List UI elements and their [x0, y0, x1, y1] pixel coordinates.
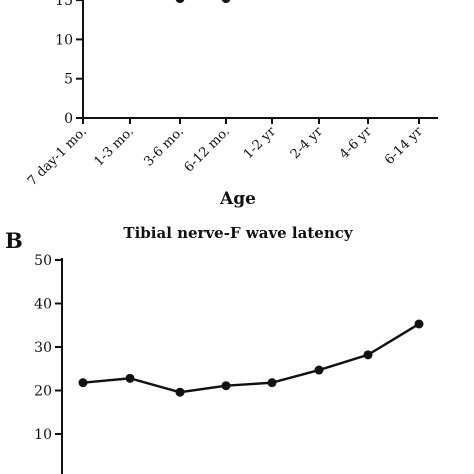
chart-b-y-tick-label: 10 [34, 427, 52, 443]
chart-a-x-tick-label: 3-6 mo. [141, 124, 186, 169]
chart-a-y-tick-label: 10 [55, 32, 73, 48]
chart-b-data-point [125, 373, 135, 383]
chart-a-x-tick-label: 6-12 mo. [182, 124, 233, 175]
chart-a-x-axis-title: Age [219, 189, 256, 209]
chart-b-y-tick-label: 40 [34, 297, 52, 313]
chart-b-data-point [221, 381, 231, 391]
chart-b-data-point [414, 319, 424, 329]
chart-b-data-point [314, 365, 324, 375]
chart-b-data-point [175, 387, 185, 397]
chart-a-x-tick-label: 6-14 yr [382, 124, 426, 168]
chart-a-x-tick-label: 1-2 yr [241, 124, 279, 162]
chart-b-data-point [78, 378, 88, 388]
chart-b-y-tick-label: 30 [34, 340, 52, 356]
chart-a-y-tick-label: 15 [55, 0, 73, 9]
chart-a-x-tick-label: 1-3 mo. [91, 124, 136, 169]
chart-b-panel-letter: B [5, 228, 23, 253]
chart-b-data-point [363, 350, 373, 360]
chart-b-series-line [82, 322, 420, 394]
chart-b-data-point [267, 378, 277, 388]
chart-a-age-line-chart: 0 5 10 15 7 day-1 mo. 1-3 mo. 3-6 mo.6-12 mo. 1… [25, 0, 438, 189]
chart-b-y-tick-label: 50 [34, 253, 52, 269]
chart-b-y-tick-label: 20 [34, 384, 52, 400]
chart-a-y-tick-label: 5 [64, 72, 73, 88]
chart-a-x-tick-label: 2-4 yr [288, 124, 326, 162]
chart-a-x-tick-label: 7 day-1 mo. [25, 124, 90, 189]
chart-a-data-point [221, 0, 231, 4]
chart-a-y-tick-label: 0 [64, 111, 73, 127]
chart-b-title: Tibial nerve-F wave latency [123, 224, 353, 242]
chart-a-data-point [175, 0, 185, 4]
chart-a-x-tick-label: 4-6 yr [337, 124, 375, 162]
chart-b-tibial-f-wave-line-chart: B Tibial nerve-F wave latency 10 20 30 40 50 [5, 224, 424, 474]
